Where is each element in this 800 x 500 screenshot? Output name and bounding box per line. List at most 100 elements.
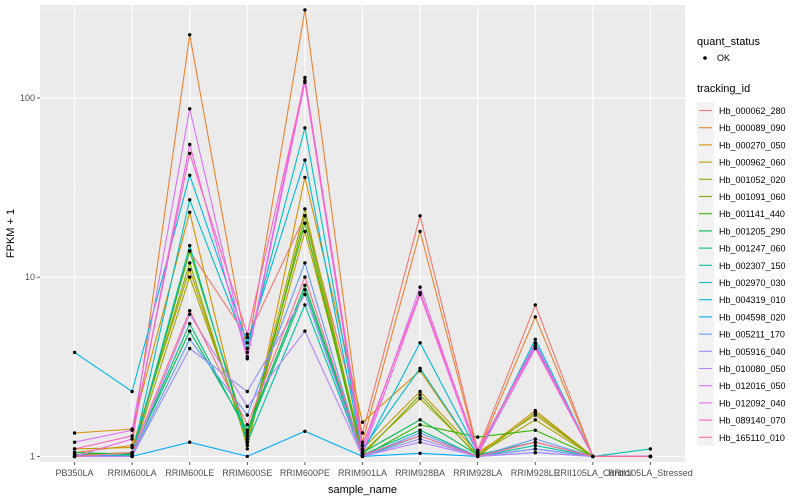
data-point <box>188 346 192 351</box>
data-point <box>418 434 422 438</box>
data-point <box>303 207 307 211</box>
data-point <box>188 210 192 214</box>
data-point <box>303 329 307 333</box>
data-point <box>476 448 480 453</box>
data-point <box>245 437 249 441</box>
data-point <box>72 440 77 444</box>
plot-panel <box>40 5 685 462</box>
x-tick-label: RRII105LA_Stressed <box>608 468 693 478</box>
data-point <box>418 369 422 373</box>
data-point <box>533 428 537 432</box>
data-point <box>245 389 249 394</box>
data-point <box>418 428 422 432</box>
legend-item-label: Hb_012016_050 <box>719 381 786 391</box>
data-point <box>188 107 192 111</box>
data-point <box>245 423 249 427</box>
legend: quant_status OK tracking_id Hb_000062_28… <box>697 36 786 446</box>
data-point <box>533 341 537 345</box>
x-tick-label: RRIM600PE <box>280 468 330 478</box>
data-point <box>360 440 365 444</box>
legend-item-label: Hb_001247_060 <box>719 244 786 254</box>
legend-quant-status-title: quant_status <box>697 36 760 48</box>
data-point <box>188 309 192 313</box>
data-point <box>303 126 307 130</box>
legend-item-label: Hb_012092_040 <box>719 398 786 408</box>
data-point <box>533 303 537 307</box>
data-point <box>303 214 307 218</box>
legend-item-label: Hb_010080_050 <box>719 364 786 374</box>
data-point <box>533 437 537 441</box>
data-point <box>188 322 192 326</box>
data-point <box>188 329 192 333</box>
legend-quant-status-key <box>703 56 707 60</box>
legend-item-label: Hb_004598_020 <box>719 312 786 322</box>
data-point <box>303 175 307 180</box>
axes: 1 10 100 PB350LA RRIM600LA RRIM600LE RRIM600SE… <box>20 93 693 478</box>
data-point <box>303 288 307 292</box>
data-point <box>360 431 365 435</box>
x-axis-title: sample_name <box>328 484 397 496</box>
data-point <box>245 350 249 355</box>
legend-item-label: Hb_089140_070 <box>719 416 786 426</box>
x-tick-label: RRIM600LA <box>108 468 157 478</box>
x-tick-label: RRIM928LE <box>511 468 560 478</box>
data-point <box>130 434 134 438</box>
data-point <box>418 418 422 422</box>
data-point <box>533 418 537 422</box>
data-point <box>418 393 422 397</box>
data-point <box>303 275 307 279</box>
data-point <box>130 445 134 450</box>
legend-item-label: Hb_000089_090 <box>719 123 786 133</box>
data-point <box>533 315 537 319</box>
data-point <box>418 437 422 441</box>
data-point <box>245 413 249 417</box>
y-tick-label: 10 <box>25 272 35 282</box>
data-point <box>188 142 192 147</box>
data-point <box>303 261 307 265</box>
data-point <box>188 151 192 156</box>
data-point <box>245 346 249 351</box>
data-point <box>188 440 192 444</box>
series-points <box>72 8 653 459</box>
y-axis-title: FPKM + 1 <box>5 209 17 258</box>
legend-item-label: Hb_000062_280 <box>719 106 786 116</box>
data-point <box>245 431 249 435</box>
data-point <box>303 75 307 80</box>
data-point <box>303 429 307 433</box>
legend-item-label: Hb_001141_440 <box>719 209 785 219</box>
data-point <box>418 290 422 295</box>
data-point <box>360 453 365 457</box>
data-point <box>648 454 653 459</box>
legend-item-label: Hb_000270_050 <box>719 140 786 150</box>
data-point <box>245 341 249 345</box>
data-point <box>188 337 192 341</box>
legend-item-label: Hb_005211_170 <box>719 330 785 340</box>
legend-item-label: Hb_001205_290 <box>719 226 786 236</box>
legend-item-label: Hb_165110_010 <box>719 433 785 443</box>
data-point <box>303 78 307 83</box>
x-tick-label: PB350LA <box>56 468 94 478</box>
data-point <box>533 450 537 455</box>
data-point <box>418 396 422 401</box>
legend-item-label: Hb_001091_060 <box>719 192 786 202</box>
data-point <box>72 447 77 451</box>
legend-tracking-id-title: tracking_id <box>697 83 750 95</box>
data-point <box>245 454 249 459</box>
data-point <box>418 423 422 427</box>
data-point <box>188 312 192 316</box>
data-point <box>418 285 422 289</box>
legend-item-label: Hb_005916_040 <box>719 347 786 357</box>
legend-item-label: Hb_001052_020 <box>719 175 786 185</box>
data-point <box>188 173 192 177</box>
data-point <box>360 443 365 448</box>
data-point <box>188 198 192 202</box>
data-point <box>303 229 307 234</box>
data-point <box>418 214 422 218</box>
data-point <box>476 454 480 459</box>
data-point <box>245 440 249 444</box>
data-point <box>303 221 307 225</box>
y-tick-label: 100 <box>20 93 35 103</box>
x-tick-label: RRIM901LA <box>338 468 387 478</box>
data-point <box>418 431 422 435</box>
